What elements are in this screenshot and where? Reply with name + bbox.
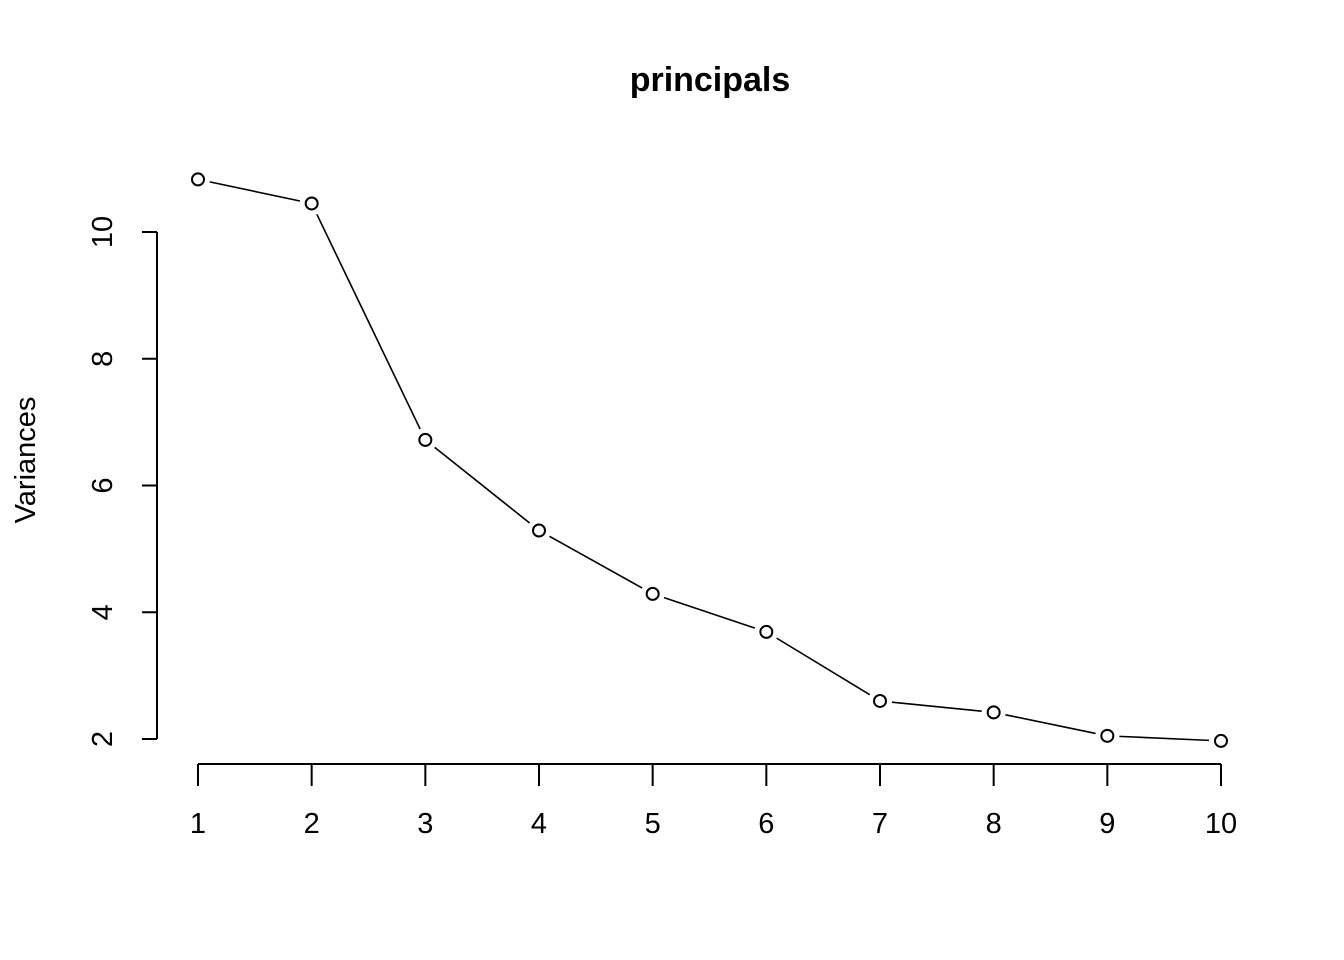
variance-series xyxy=(191,172,1228,748)
series-segment xyxy=(776,637,871,696)
series-segment xyxy=(663,596,756,629)
data-point xyxy=(191,172,205,187)
data-point xyxy=(986,705,1001,720)
series-segment xyxy=(1119,735,1210,742)
series-segment xyxy=(209,181,301,202)
y-axis: 2 4 6 8 10 xyxy=(87,216,158,747)
chart-title: principals xyxy=(630,61,791,99)
data-point xyxy=(304,196,319,211)
x-tick-label: 10 xyxy=(1205,808,1237,840)
x-tick-label: 7 xyxy=(872,808,888,840)
data-point xyxy=(645,586,660,601)
y-tick-label: 10 xyxy=(87,216,119,248)
y-tick-label: 4 xyxy=(87,604,119,620)
x-tick-label: 9 xyxy=(1099,808,1115,840)
x-tick-label: 3 xyxy=(417,808,433,840)
x-tick-label: 4 xyxy=(531,808,547,840)
y-axis-title: Variances xyxy=(10,397,42,524)
x-axis: 1 2 3 4 5 6 7 8 9 10 xyxy=(190,763,1237,840)
y-tick-label: 8 xyxy=(87,351,119,367)
series-segment xyxy=(1005,714,1096,735)
x-tick-label: 8 xyxy=(986,808,1002,840)
data-point xyxy=(759,624,774,639)
data-point xyxy=(418,432,433,447)
y-tick-label: 6 xyxy=(87,477,119,493)
series-segment xyxy=(891,701,982,712)
x-tick-label: 5 xyxy=(645,808,661,840)
x-tick-label: 6 xyxy=(758,808,774,840)
series-segment xyxy=(549,535,643,589)
x-tick-label: 2 xyxy=(304,808,320,840)
data-point xyxy=(1100,728,1115,743)
series-segment xyxy=(434,446,531,524)
data-point xyxy=(873,693,887,708)
series-segment xyxy=(316,213,421,430)
y-tick-label: 2 xyxy=(87,731,119,747)
data-point xyxy=(532,523,546,538)
x-tick-label: 1 xyxy=(190,808,206,840)
data-point xyxy=(1214,733,1228,748)
